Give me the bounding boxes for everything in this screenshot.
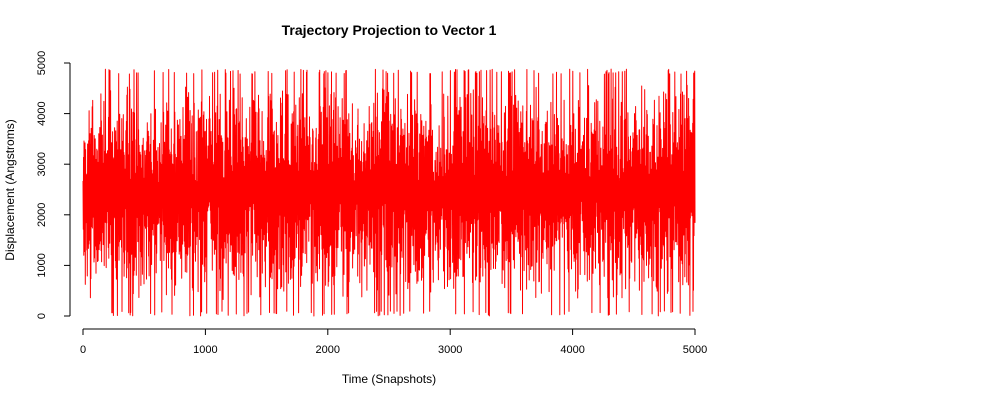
y-tick-label: 1000: [36, 253, 48, 277]
y-tick-label: 3000: [36, 152, 48, 176]
y-tick-label: 0: [36, 313, 48, 319]
chart-title: Trajectory Projection to Vector 1: [282, 22, 497, 38]
y-tick-label: 5000: [36, 51, 48, 75]
y-axis: 0 1000 2000 3000 4000 5000: [36, 51, 71, 319]
x-tick-label: 3000: [438, 344, 462, 356]
x-tick-label: 4000: [560, 344, 584, 356]
x-axis-label: Time (Snapshots): [342, 372, 436, 386]
x-tick-label: 1000: [193, 344, 217, 356]
x-axis: 0 1000 2000 3000 4000 5000: [80, 328, 707, 356]
x-tick-label: 5000: [683, 344, 707, 356]
y-tick-label: 2000: [36, 203, 48, 227]
x-tick-label: 2000: [316, 344, 340, 356]
series-line: [82, 68, 696, 317]
y-axis-label: Displacement (Angstroms): [3, 119, 17, 260]
x-tick-label: 0: [80, 344, 86, 356]
y-tick-label: 4000: [36, 101, 48, 125]
plot-area: [82, 68, 696, 317]
